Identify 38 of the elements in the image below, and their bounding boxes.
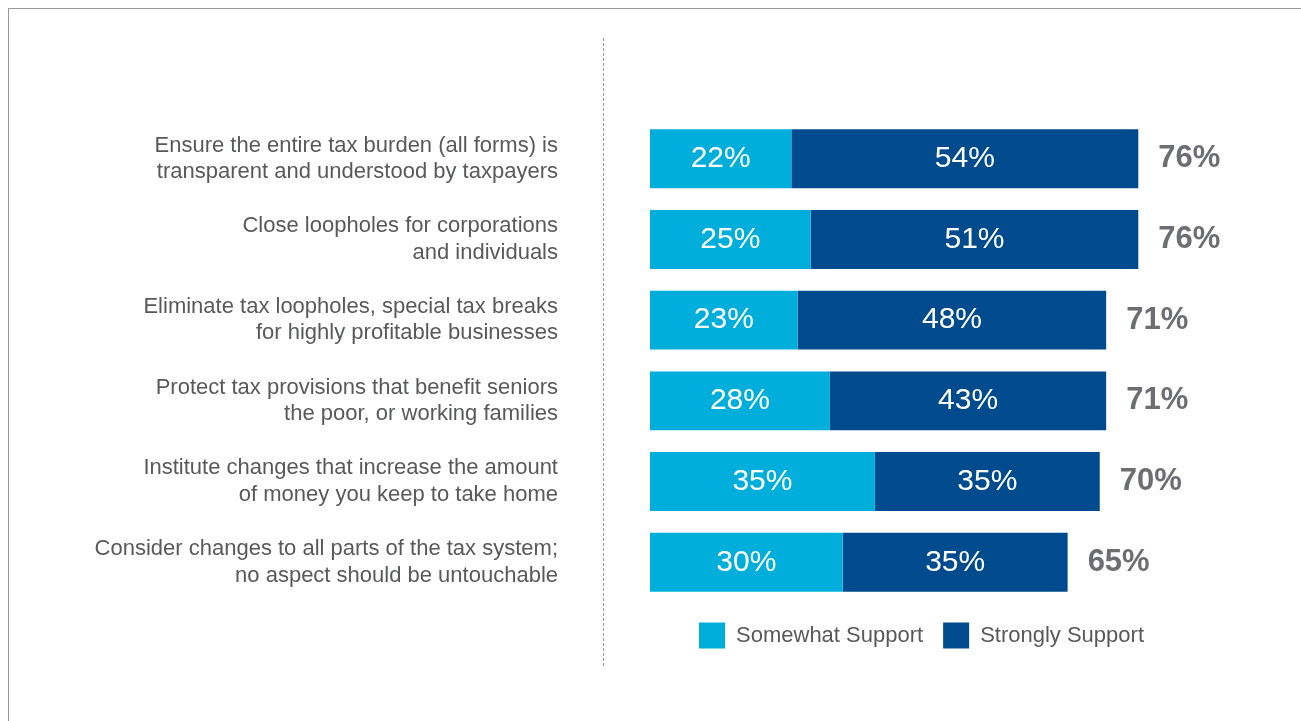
legend-label: Somewhat Support: [736, 621, 924, 647]
total-label: 65%: [1087, 542, 1150, 578]
bar: [797, 290, 1107, 350]
data-label: 48%: [921, 301, 982, 335]
bar: [650, 290, 798, 350]
bar: [842, 532, 1068, 592]
y-tick-label: Institute changes that increase the amount of money you keep to take home: [143, 454, 558, 506]
data-label: 25%: [700, 220, 761, 254]
data-label: 28%: [709, 382, 770, 416]
total-label: 76%: [1158, 139, 1221, 175]
bar: [650, 452, 875, 512]
bar: [791, 129, 1139, 189]
bar: [650, 129, 792, 189]
bar: [810, 210, 1139, 269]
data-label: 22%: [690, 140, 751, 174]
data-label: 35%: [925, 543, 986, 577]
y-tick-label: Ensure the entire tax burden (all forms) is transparent and understood by taxpayers: [154, 131, 558, 184]
bar: [829, 371, 1107, 431]
y-tick-label: Protect tax provisions that benefit seniors the poor, or working families: [155, 373, 558, 426]
data-label: 51%: [944, 220, 1005, 254]
y-tick-label: Close loopholes for corporations and individuals: [242, 212, 558, 264]
bar: [650, 532, 843, 592]
total-label: 76%: [1158, 220, 1221, 255]
total-label: 70%: [1119, 462, 1182, 498]
legend-label: Strongly Support: [980, 621, 1144, 647]
bar: [874, 452, 1100, 512]
data-label: 23%: [693, 301, 754, 335]
data-label: 35%: [957, 462, 1018, 496]
total-label: 71%: [1126, 381, 1189, 417]
bar: [650, 210, 811, 269]
y-tick-label: Eliminate tax loopholes, special tax breaks for highly profitable businesses: [143, 293, 558, 345]
data-label: 35%: [732, 462, 793, 496]
y-tick-label: Consider changes to all parts of the tax system; no aspect should be untouchable: [94, 535, 558, 587]
data-label: 30%: [716, 543, 777, 577]
total-label: 71%: [1126, 300, 1189, 336]
bar: [650, 371, 830, 431]
data-label: 43%: [938, 382, 999, 416]
data-label: 54%: [934, 140, 995, 174]
